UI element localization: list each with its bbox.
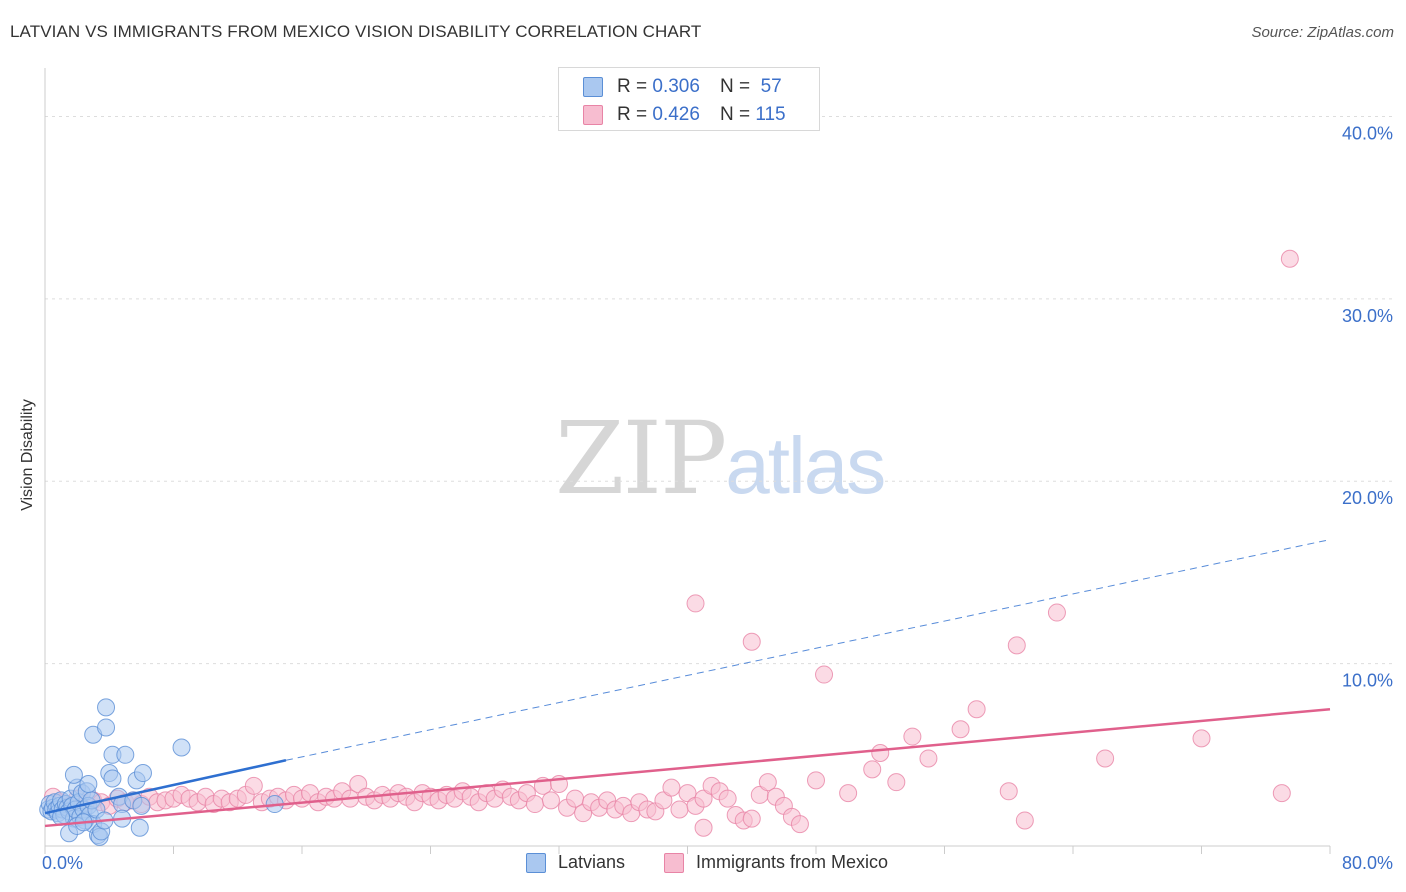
watermark-atlas: atlas bbox=[725, 421, 886, 510]
y-tick-label: 40.0% bbox=[1342, 123, 1393, 143]
stats-row-mexico: R = 0.426 N = 115 bbox=[583, 102, 786, 128]
latvians-legend-swatch bbox=[526, 852, 546, 873]
mexico-legend-swatch bbox=[664, 852, 684, 873]
watermark: ZIPatlas bbox=[555, 400, 886, 517]
mexico-point bbox=[1272, 784, 1291, 803]
mexico-point bbox=[863, 760, 882, 779]
y-tick-label: 20.0% bbox=[1342, 488, 1393, 508]
mexico-point bbox=[839, 784, 858, 803]
latvian-point bbox=[79, 774, 98, 793]
legend-item-mexico[interactable]: Immigrants from Mexico bbox=[664, 852, 888, 873]
y-tick-label: 10.0% bbox=[1342, 671, 1393, 691]
mexico-point bbox=[790, 815, 809, 834]
mexico-point bbox=[678, 784, 697, 803]
mexico-point bbox=[999, 782, 1018, 801]
watermark-zip: ZIP bbox=[555, 400, 727, 517]
mexico-point bbox=[742, 809, 761, 828]
mexico-swatch bbox=[583, 105, 603, 125]
mexico-point bbox=[694, 789, 713, 808]
mexico-point bbox=[244, 776, 263, 795]
mexico-point bbox=[654, 791, 673, 810]
mexico-point bbox=[1047, 603, 1066, 622]
latvian-point bbox=[172, 738, 191, 757]
mexico-point bbox=[758, 773, 777, 792]
mexico-point bbox=[670, 800, 689, 819]
legend-label-mexico: Immigrants from Mexico bbox=[696, 852, 889, 872]
n-label: N = bbox=[719, 104, 751, 125]
chart-title: LATVIAN VS IMMIGRANTS FROM MEXICO VISION… bbox=[10, 22, 702, 41]
legend-item-latvians[interactable]: Latvians bbox=[526, 852, 625, 873]
mexico-point bbox=[1015, 811, 1034, 830]
series-legend: Latvians Immigrants from Mexico bbox=[0, 852, 1406, 878]
latvian-point bbox=[130, 818, 149, 837]
latvians-swatch bbox=[583, 77, 603, 97]
mexico-point bbox=[662, 778, 681, 797]
mexico-point bbox=[871, 743, 890, 762]
mexico-point bbox=[742, 632, 761, 651]
latvian-trend-line bbox=[44, 759, 287, 815]
n-value: 115 bbox=[755, 104, 786, 125]
mexico-point bbox=[349, 774, 368, 793]
n-label: N = bbox=[719, 76, 751, 97]
r-value: 0.426 bbox=[652, 104, 700, 125]
mexico-point bbox=[919, 749, 938, 768]
mexico-point bbox=[1096, 749, 1115, 768]
mexico-point bbox=[807, 771, 825, 790]
mexico-point bbox=[525, 795, 544, 814]
latvian-point bbox=[133, 764, 152, 783]
latvian-point bbox=[97, 698, 116, 717]
r-value: 0.306 bbox=[652, 76, 700, 97]
mexico-point bbox=[1280, 249, 1299, 268]
stats-row-latvians: R = 0.306 N = 57 bbox=[583, 74, 782, 100]
mexico-point bbox=[815, 665, 834, 684]
source-label: Source: ZipAtlas.com bbox=[1251, 24, 1394, 41]
n-value: 57 bbox=[760, 76, 782, 97]
r-label: R = bbox=[617, 76, 648, 97]
latvian-trend-extension bbox=[285, 539, 1331, 761]
latvian-point bbox=[103, 769, 122, 788]
mexico-point bbox=[903, 727, 922, 746]
latvian-point bbox=[64, 765, 83, 784]
legend-label-latvians: Latvians bbox=[558, 852, 626, 872]
mexico-point bbox=[694, 818, 713, 837]
y-tick-label: 30.0% bbox=[1342, 306, 1393, 326]
mexico-point bbox=[718, 789, 737, 808]
mexico-point bbox=[1007, 636, 1026, 655]
r-label: R = bbox=[617, 104, 648, 125]
mexico-trend-line bbox=[44, 707, 1331, 828]
stats-legend: R = 0.306 N = 57 R = 0.426 N = 115 bbox=[558, 67, 820, 131]
x-tick-label-min: 0.0% bbox=[42, 853, 83, 873]
latvian-point bbox=[116, 745, 135, 764]
mexico-point bbox=[686, 594, 705, 613]
mexico-point bbox=[541, 791, 560, 810]
x-tick-label-max: 80.0% bbox=[1342, 853, 1393, 873]
mexico-point bbox=[887, 773, 906, 792]
mexico-point bbox=[1192, 729, 1211, 748]
mexico-point bbox=[967, 700, 986, 719]
mexico-point bbox=[951, 720, 970, 739]
latvian-point bbox=[132, 796, 151, 815]
latvian-point bbox=[97, 718, 116, 737]
